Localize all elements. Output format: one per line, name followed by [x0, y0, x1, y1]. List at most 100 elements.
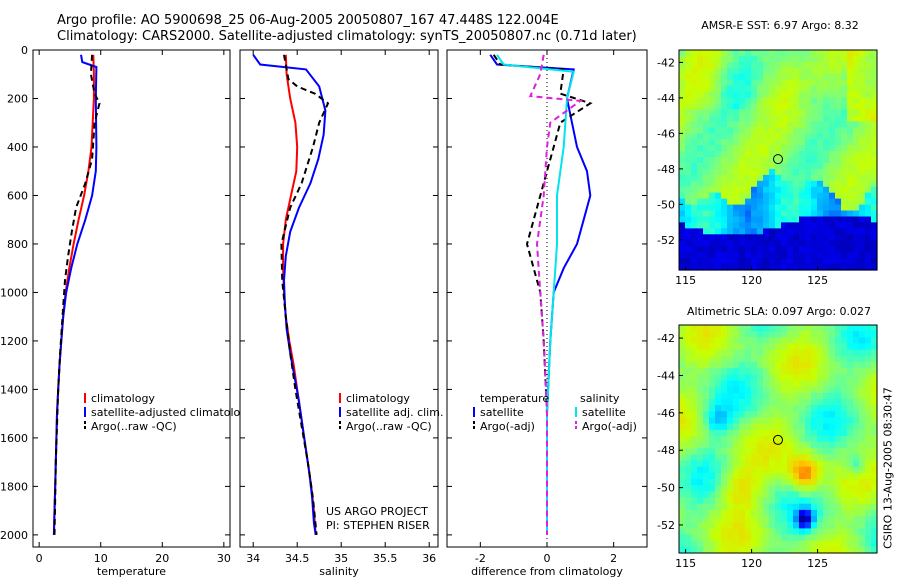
heatmap-cell [715, 417, 722, 425]
heatmap-cell [697, 103, 704, 110]
heatmap-cell [733, 180, 740, 188]
heatmap-cell [805, 85, 812, 93]
heatmap-cell [769, 349, 776, 357]
heatmap-cell [805, 133, 812, 140]
heatmap-cell [847, 73, 854, 81]
heatmap-cell [733, 448, 740, 455]
heatmap-cell [793, 258, 800, 265]
heatmap-cell [685, 61, 692, 69]
heatmap-cell [745, 210, 752, 217]
heatmap-cell [751, 398, 758, 406]
heatmap-cell [715, 85, 722, 93]
heatmap-cell [721, 374, 728, 382]
heatmap-cell [691, 180, 698, 188]
heatmap-cell [715, 121, 722, 128]
heatmap-cell [811, 485, 818, 492]
heatmap-cell [841, 472, 848, 480]
heatmap-cell [787, 246, 794, 253]
heatmap-cell [859, 67, 866, 75]
heatmap-cell [811, 380, 818, 388]
heatmap-cell [781, 435, 788, 443]
heatmap-cell [841, 546, 848, 554]
heatmap-cell [703, 442, 710, 449]
heatmap-cell [817, 355, 824, 363]
heatmap-cell [859, 509, 866, 517]
heatmap-cell [835, 337, 842, 345]
heatmap-cell [703, 497, 710, 505]
heatmap-cell [799, 362, 806, 369]
heatmap-cell [697, 442, 704, 449]
heatmap-cell [799, 337, 806, 345]
heatmap-cell [841, 368, 848, 375]
heatmap-cell [859, 204, 866, 212]
heatmap-cell [721, 109, 728, 116]
heatmap-cell [799, 331, 806, 338]
heatmap-cell [763, 133, 770, 140]
y-tick-label: 200 [7, 92, 28, 105]
heatmap-cell [685, 174, 692, 182]
heatmap-cell [739, 540, 746, 548]
heatmap-cell [727, 73, 734, 81]
heatmap-cell [847, 216, 854, 223]
heatmap-cell [817, 386, 824, 394]
heatmap-cell [679, 61, 686, 69]
x-axis-label: temperature [97, 565, 166, 578]
heatmap-cell [721, 192, 728, 200]
heatmap-cell [727, 222, 734, 229]
heatmap-cell [793, 168, 800, 176]
heatmap-cell [841, 61, 848, 69]
heatmap-cell [847, 133, 854, 140]
heatmap-cell [691, 168, 698, 176]
y-tick-label: -50 [657, 198, 675, 211]
heatmap-cell [769, 423, 776, 431]
heatmap-cell [685, 234, 692, 241]
heatmap-cell [787, 374, 794, 382]
heatmap-cell [721, 429, 728, 437]
heatmap-cell [829, 163, 836, 170]
heatmap-cell [751, 355, 758, 363]
heatmap-cell [829, 540, 836, 548]
heatmap-cell [763, 386, 770, 394]
heatmap-cell [853, 466, 860, 474]
heatmap-cell [793, 485, 800, 492]
heatmap-cell [817, 198, 824, 206]
heatmap-cell [679, 503, 686, 511]
heatmap-cell [859, 368, 866, 375]
heatmap-cell [727, 192, 734, 200]
heatmap-cell [811, 503, 818, 511]
heatmap-cell [721, 234, 728, 241]
heatmap-cell [697, 454, 704, 462]
heatmap-cell [823, 163, 830, 170]
heatmap-cell [829, 472, 836, 480]
heatmap-cell [811, 151, 818, 158]
heatmap-cell [763, 528, 770, 536]
heatmap-cell [715, 168, 722, 176]
heatmap-cell [859, 528, 866, 536]
heatmap-cell [787, 534, 794, 542]
heatmap-cell [763, 448, 770, 455]
heatmap-cell [703, 325, 710, 332]
heatmap-cell [763, 368, 770, 375]
heatmap-cell [751, 168, 758, 176]
heatmap-cell [721, 151, 728, 158]
heatmap-cell [829, 343, 836, 351]
heatmap-cell [685, 546, 692, 554]
heatmap-cell [823, 61, 830, 69]
heatmap-cell [793, 109, 800, 116]
heatmap-cell [799, 258, 806, 265]
heatmap-cell [799, 405, 806, 412]
heatmap-cell [769, 228, 776, 235]
heatmap-cell [739, 528, 746, 536]
heatmap-cell [709, 423, 716, 431]
heatmap-cell [787, 121, 794, 128]
heatmap-cell [841, 349, 848, 357]
heatmap-cell [811, 192, 818, 200]
heatmap-cell [871, 67, 878, 75]
heatmap-cell [727, 55, 734, 63]
heatmap-cell [697, 145, 704, 152]
heatmap-cell [697, 228, 704, 235]
heatmap-cell [841, 163, 848, 170]
heatmap-cell [865, 79, 872, 87]
heatmap-cell [703, 435, 710, 443]
heatmap-cell [763, 252, 770, 259]
